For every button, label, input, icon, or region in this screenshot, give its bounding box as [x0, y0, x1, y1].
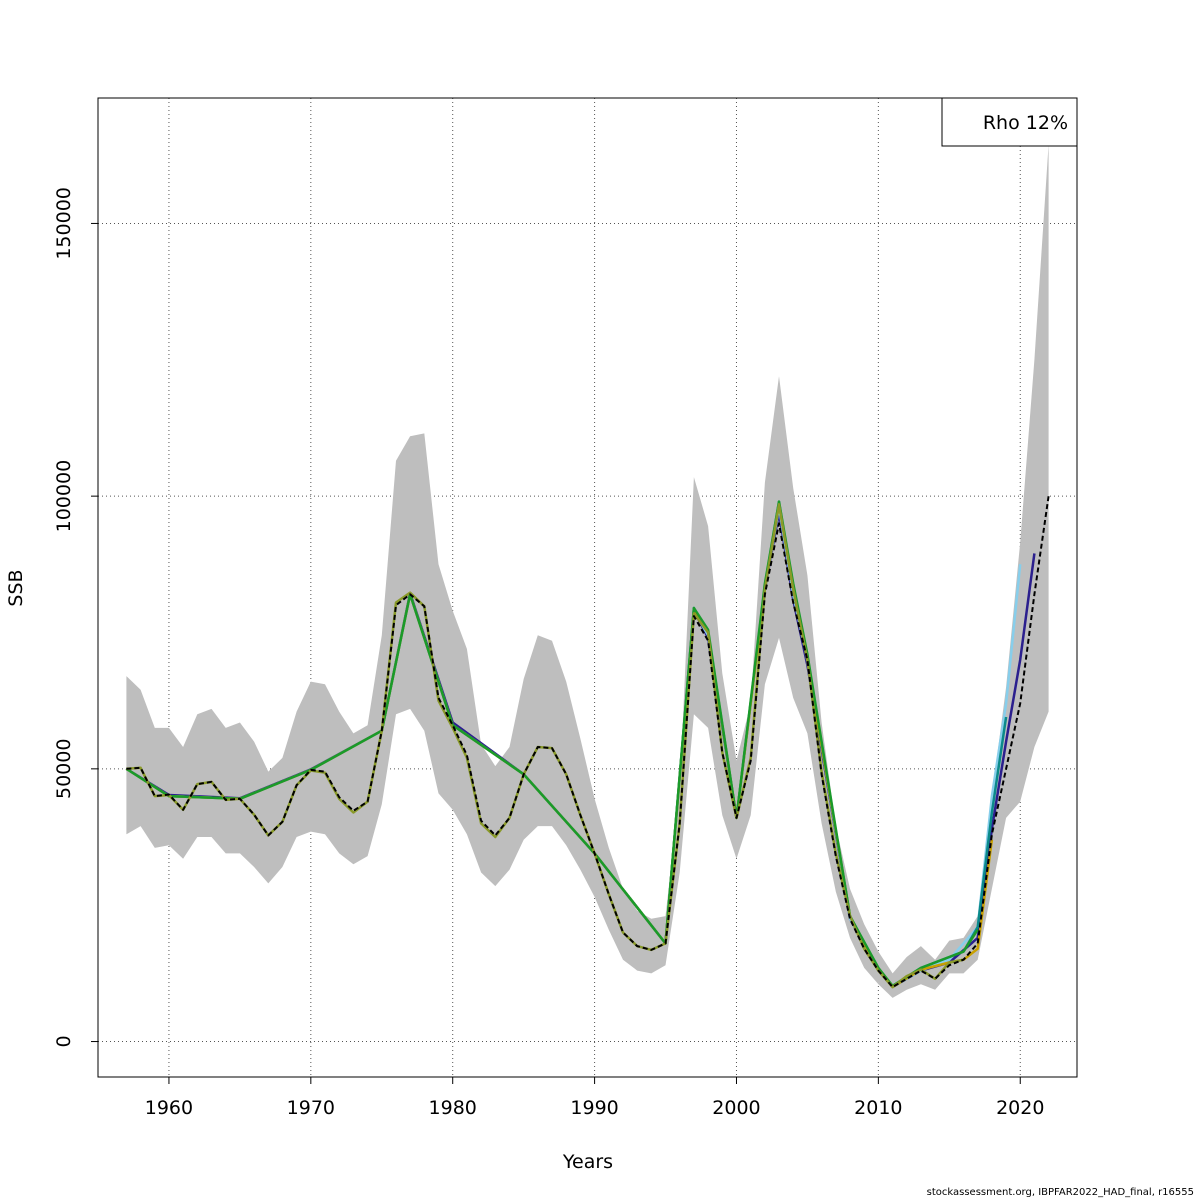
x-tick-label: 1990	[570, 1097, 618, 1119]
y-axis-title: SSB	[5, 569, 27, 606]
x-tick-label: 1970	[287, 1097, 335, 1119]
x-tick-label: 2000	[712, 1097, 760, 1119]
legend-text: Rho 12%	[983, 112, 1068, 134]
legend: Rho 12%	[941, 97, 1078, 147]
y-axis: 0 50000 100000 150000	[53, 187, 98, 1048]
series-line-0	[126, 495, 1050, 988]
legend-box	[941, 97, 1078, 147]
y-tick-label: 50000	[53, 739, 75, 799]
y-tick-label: 0	[53, 1035, 75, 1047]
x-tick-label: 1980	[429, 1097, 477, 1119]
y-tick-label: 150000	[53, 187, 75, 260]
x-tick-label: 1960	[145, 1097, 193, 1119]
series-layer	[125, 495, 1050, 989]
confidence-band	[126, 144, 1049, 998]
x-tick-label: 2020	[996, 1097, 1044, 1119]
x-tick-label: 2010	[854, 1097, 902, 1119]
y-tick-label: 100000	[53, 460, 75, 533]
footer-credit: stockassessment.org, IBPFAR2022_HAD_fina…	[926, 1187, 1194, 1198]
grid-layer	[98, 98, 1077, 1077]
x-axis-title: Years	[562, 1151, 613, 1173]
x-axis: 1960 1970 1980 1990 2000 2010 2020	[145, 1076, 1044, 1119]
plot-frame	[97, 97, 1078, 1078]
